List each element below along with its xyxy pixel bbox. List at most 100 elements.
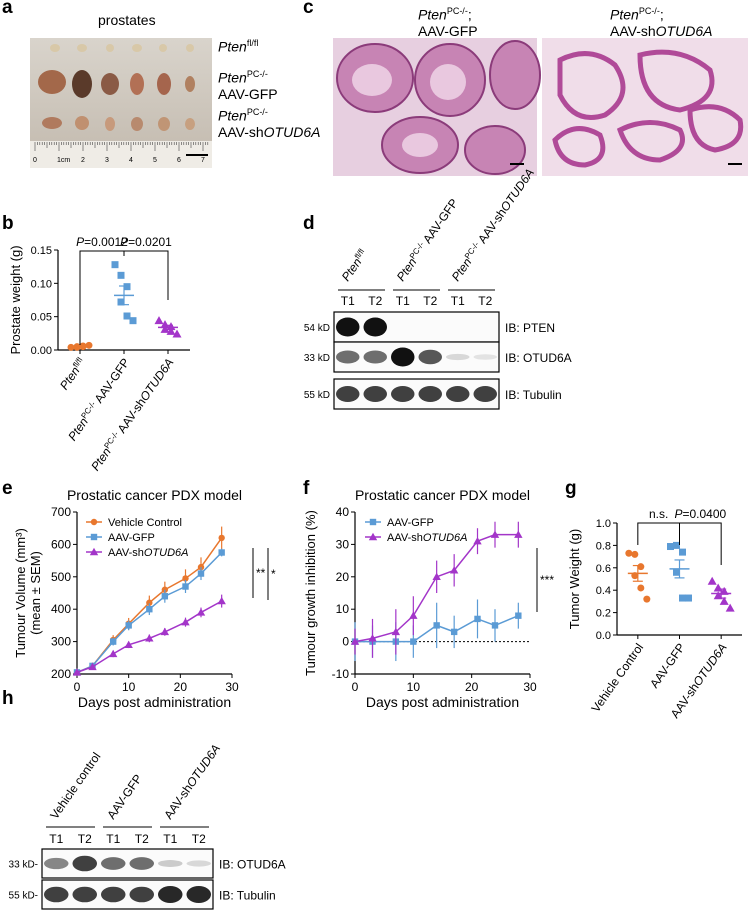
- blot-band: [158, 885, 183, 904]
- panel-a-row-label-1: Ptenfl/fl: [218, 38, 259, 55]
- blot-box: [333, 341, 500, 373]
- data-point: [725, 603, 735, 612]
- data-point: [89, 662, 96, 670]
- data-point: [625, 549, 633, 557]
- x-category-label: AAV-shOTUD6A: [668, 641, 730, 721]
- data-point: [474, 615, 481, 623]
- blot-group-label: PtenPC-/- AAV-shOTUD6A: [448, 166, 537, 284]
- panel-c-right-label: PtenPC-/-; AAV-shOTUD6A: [610, 6, 713, 39]
- y-tick-label: 40: [336, 505, 350, 519]
- ruler-tick-label: 5: [153, 157, 157, 164]
- blot-box: [333, 311, 500, 343]
- series-line: [355, 614, 519, 643]
- x-category-label: PtenPC-/- AAV-shOTUD6A: [88, 355, 177, 473]
- x-category-label: Ptenfl/fl: [57, 355, 89, 392]
- blot-lane-label: T1: [49, 832, 63, 846]
- data-point: [490, 530, 500, 538]
- legend-label: AAV-GFP: [108, 532, 155, 544]
- data-point: [181, 617, 190, 626]
- data-point: [351, 638, 359, 645]
- legend-marker: [368, 532, 378, 541]
- y-axis-label: Tumour growth inhibition (%): [303, 510, 318, 676]
- x-tick-label: 20: [465, 680, 479, 694]
- blot-band: [186, 860, 211, 867]
- data-point: [79, 342, 87, 350]
- significance-label: P=0.0201: [120, 235, 172, 249]
- y-tick-label: 20: [336, 570, 350, 584]
- legend-marker: [90, 533, 98, 541]
- data-point: [111, 261, 119, 269]
- data-point: [350, 637, 360, 645]
- panel-letter-f: f: [303, 478, 310, 499]
- blot-lane-label: T2: [478, 294, 492, 308]
- data-point: [88, 662, 97, 671]
- data-point: [160, 324, 170, 333]
- data-point: [166, 326, 176, 335]
- blot-band: [72, 886, 97, 903]
- data-point: [197, 570, 205, 577]
- panel-letter-d: d: [303, 213, 315, 234]
- panel-a-row-label-3: PtenPC-/- AAV-shOTUD6A: [218, 107, 321, 140]
- legend-label: AAV-shOTUD6A: [108, 547, 189, 559]
- y-tick-label: 600: [51, 537, 71, 551]
- data-point: [73, 669, 81, 676]
- blot-band: [446, 353, 470, 361]
- data-point: [72, 668, 82, 676]
- data-point: [673, 568, 680, 576]
- blot-group-label: PtenPC-/- AAV-GFP: [393, 196, 461, 284]
- blot-ib-label: IB: OTUD6A: [505, 351, 572, 365]
- blot-band: [363, 386, 387, 402]
- y-axis-label-2: (mean ± SEM): [28, 551, 43, 635]
- blot-band: [473, 386, 497, 402]
- blot-lane-label: T2: [135, 832, 149, 846]
- y-tick-label: 10: [336, 602, 350, 616]
- panel-a-row-label-2: PtenPC-/- AAV-GFP: [218, 69, 278, 102]
- blot-band: [129, 886, 154, 903]
- series-line: [354, 533, 519, 643]
- x-category-label: PtenPC-/- AAV-GFP: [65, 355, 133, 443]
- data-point: [432, 572, 441, 580]
- significance-bracket: [679, 522, 722, 565]
- blot-kd-label: 54 kD: [304, 323, 330, 334]
- legend-marker: [90, 518, 98, 526]
- ruler-tick-label: 6: [177, 157, 181, 164]
- blot-ib-label: IB: OTUD6A: [219, 858, 286, 872]
- x-category-label: Vehicle Control: [589, 641, 647, 715]
- y-tick-label: 700: [51, 505, 71, 519]
- data-point: [713, 591, 723, 600]
- data-point: [392, 638, 400, 645]
- data-point: [145, 634, 154, 642]
- y-tick-label: 300: [51, 635, 71, 649]
- x-axis-label: Days post administration: [366, 694, 519, 710]
- significance-label: P=0.0400: [674, 507, 726, 521]
- data-point: [109, 636, 117, 644]
- ruler-tick-label: 3: [105, 157, 109, 164]
- legend-label: AAV-GFP: [387, 517, 434, 529]
- significance-bracket: [637, 522, 680, 545]
- y-tick-label: 0.00: [31, 345, 52, 357]
- y-tick-label: 200: [51, 667, 71, 681]
- data-point: [161, 593, 169, 600]
- data-point: [85, 341, 93, 349]
- panel-c-left-label: PtenPC-/-; AAV-GFP: [418, 6, 478, 39]
- data-point: [449, 566, 459, 574]
- data-point: [667, 543, 674, 551]
- blot-lane-label: T2: [423, 294, 437, 308]
- blot-band: [391, 347, 415, 367]
- data-point: [73, 343, 81, 351]
- data-point: [73, 343, 81, 351]
- data-point: [685, 594, 692, 602]
- series-line: [76, 551, 223, 674]
- data-point: [409, 611, 418, 619]
- blot-lane-label: T1: [341, 294, 355, 308]
- data-point: [713, 583, 723, 592]
- blot-band: [446, 386, 470, 402]
- data-point: [218, 534, 225, 542]
- blot-lane-label: T2: [368, 294, 382, 308]
- panel-letter-c: c: [303, 0, 314, 18]
- blot-group-label: Ptenfl/fl: [338, 247, 370, 284]
- data-point: [643, 595, 651, 603]
